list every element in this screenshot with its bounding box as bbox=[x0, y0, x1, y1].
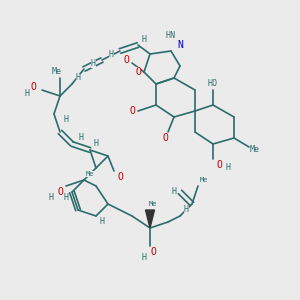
Text: H: H bbox=[64, 116, 68, 124]
Text: O: O bbox=[117, 172, 123, 182]
Text: H: H bbox=[76, 74, 80, 82]
Text: H: H bbox=[94, 140, 98, 148]
Text: O: O bbox=[123, 55, 129, 65]
Text: Me: Me bbox=[86, 171, 94, 177]
Text: HO: HO bbox=[208, 80, 218, 88]
Text: O: O bbox=[129, 106, 135, 116]
Text: Me: Me bbox=[250, 146, 260, 154]
Text: H: H bbox=[172, 188, 176, 196]
Text: H: H bbox=[91, 58, 95, 68]
Text: H: H bbox=[109, 50, 113, 58]
Text: O: O bbox=[135, 67, 141, 77]
Text: H: H bbox=[79, 134, 83, 142]
Text: O: O bbox=[150, 247, 156, 257]
Text: H: H bbox=[64, 194, 68, 202]
Text: H: H bbox=[226, 164, 230, 172]
Text: O: O bbox=[30, 82, 36, 92]
Text: O: O bbox=[57, 187, 63, 197]
Text: N: N bbox=[177, 40, 183, 50]
Text: H: H bbox=[25, 88, 29, 98]
Text: HN: HN bbox=[166, 32, 176, 40]
Text: H: H bbox=[142, 34, 146, 43]
Text: Me: Me bbox=[149, 201, 157, 207]
Text: H: H bbox=[100, 218, 104, 226]
Text: H: H bbox=[184, 206, 188, 214]
Polygon shape bbox=[146, 210, 154, 228]
Text: Me: Me bbox=[200, 177, 208, 183]
Text: O: O bbox=[162, 133, 168, 143]
Text: H: H bbox=[142, 254, 146, 262]
Text: O: O bbox=[216, 160, 222, 170]
Text: H: H bbox=[49, 194, 53, 202]
Text: Me: Me bbox=[52, 68, 62, 76]
